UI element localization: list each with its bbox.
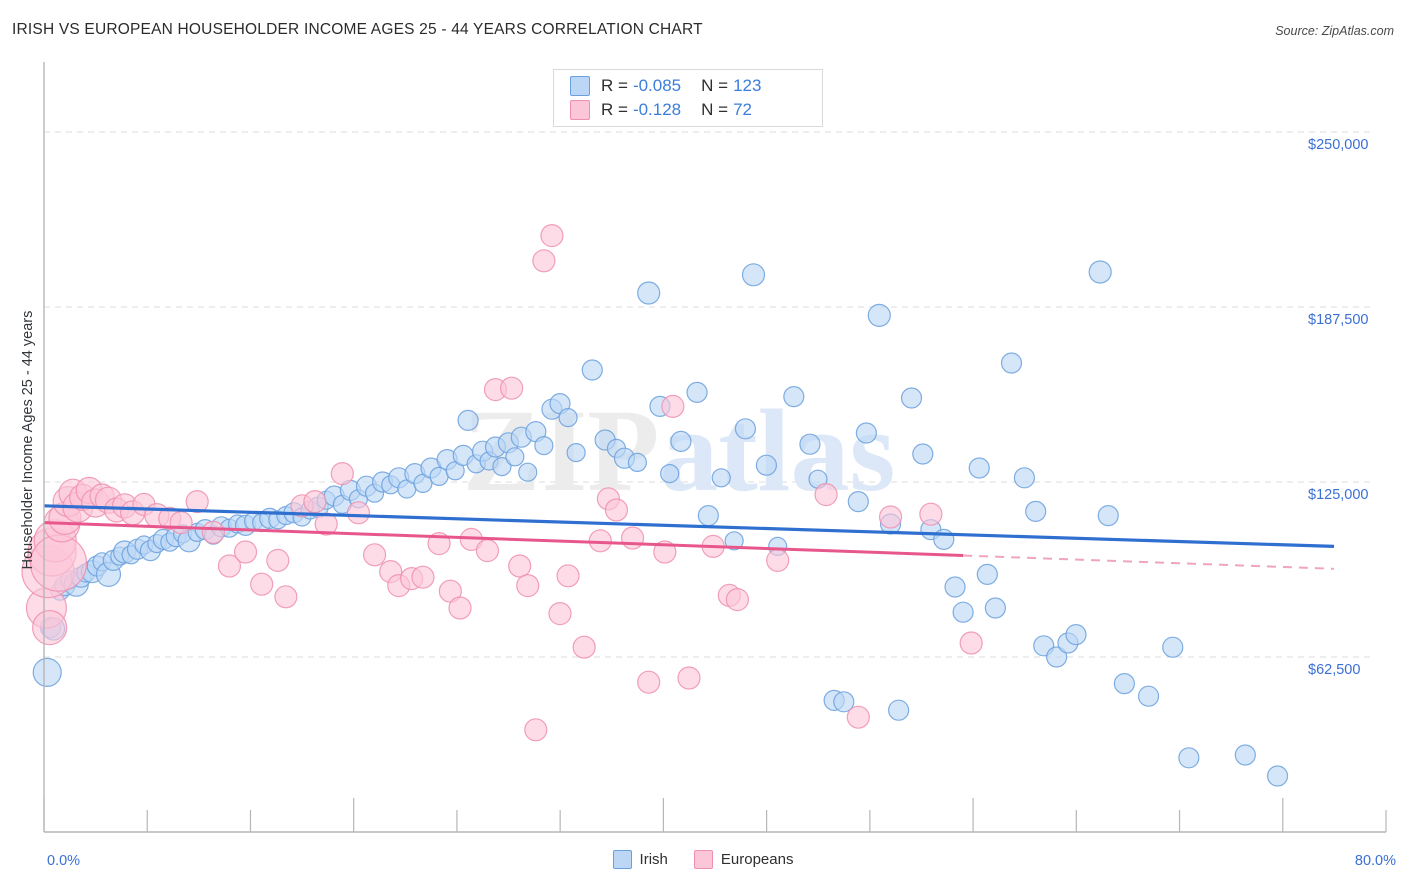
europeans-r-label: R =: [601, 100, 628, 119]
source-attribution: Source: ZipAtlas.com: [1275, 24, 1394, 38]
series-legend: Irish Europeans: [0, 850, 1406, 869]
irish-r-label: R =: [601, 76, 628, 95]
legend-item-irish[interactable]: Irish: [612, 850, 668, 869]
page-title: IRISH VS EUROPEAN HOUSEHOLDER INCOME AGE…: [12, 21, 703, 38]
x-axis-max-label: 80.0%: [1354, 853, 1396, 869]
stats-row-europeans: R = -0.128 N = 72: [570, 98, 752, 122]
y-axis-tick-label: $125,000: [1308, 487, 1369, 503]
gridlines: [44, 131, 1374, 658]
europeans-r-value: -0.128: [632, 100, 682, 119]
irish-legend-label: Irish: [639, 851, 668, 868]
y-axis-title: Householder Income Ages 25 - 44 years: [20, 310, 36, 570]
x-axis-min-label: 0.0%: [47, 853, 81, 869]
y-axis-tick-label: $250,000: [1308, 137, 1369, 153]
legend-item-europeans[interactable]: Europeans: [693, 850, 794, 869]
y-axis-tick-label: $187,500: [1308, 312, 1369, 328]
y-axis-tick-label: $62,500: [1308, 662, 1361, 678]
europeans-n-label: N =: [701, 100, 729, 119]
europeans-swatch-icon: [570, 100, 590, 120]
trendlines: [43, 504, 1335, 570]
irish-n-label: N =: [701, 76, 729, 95]
irish-r-value: -0.085: [632, 76, 682, 95]
irish-legend-swatch-icon: [612, 850, 632, 869]
europeans-n-value: 72: [733, 100, 752, 119]
irish-n-value: 123: [733, 76, 762, 95]
correlation-stats-box: R = -0.085 N = 123 R = -0.128 N = 72: [553, 69, 823, 127]
europeans-legend-swatch-icon: [693, 850, 713, 869]
axes: [43, 62, 1387, 833]
stats-row-irish: R = -0.085 N = 123: [570, 74, 761, 98]
europeans-legend-label: Europeans: [720, 851, 794, 868]
irish-swatch-icon: [570, 76, 590, 96]
data-points: [21, 224, 1289, 787]
